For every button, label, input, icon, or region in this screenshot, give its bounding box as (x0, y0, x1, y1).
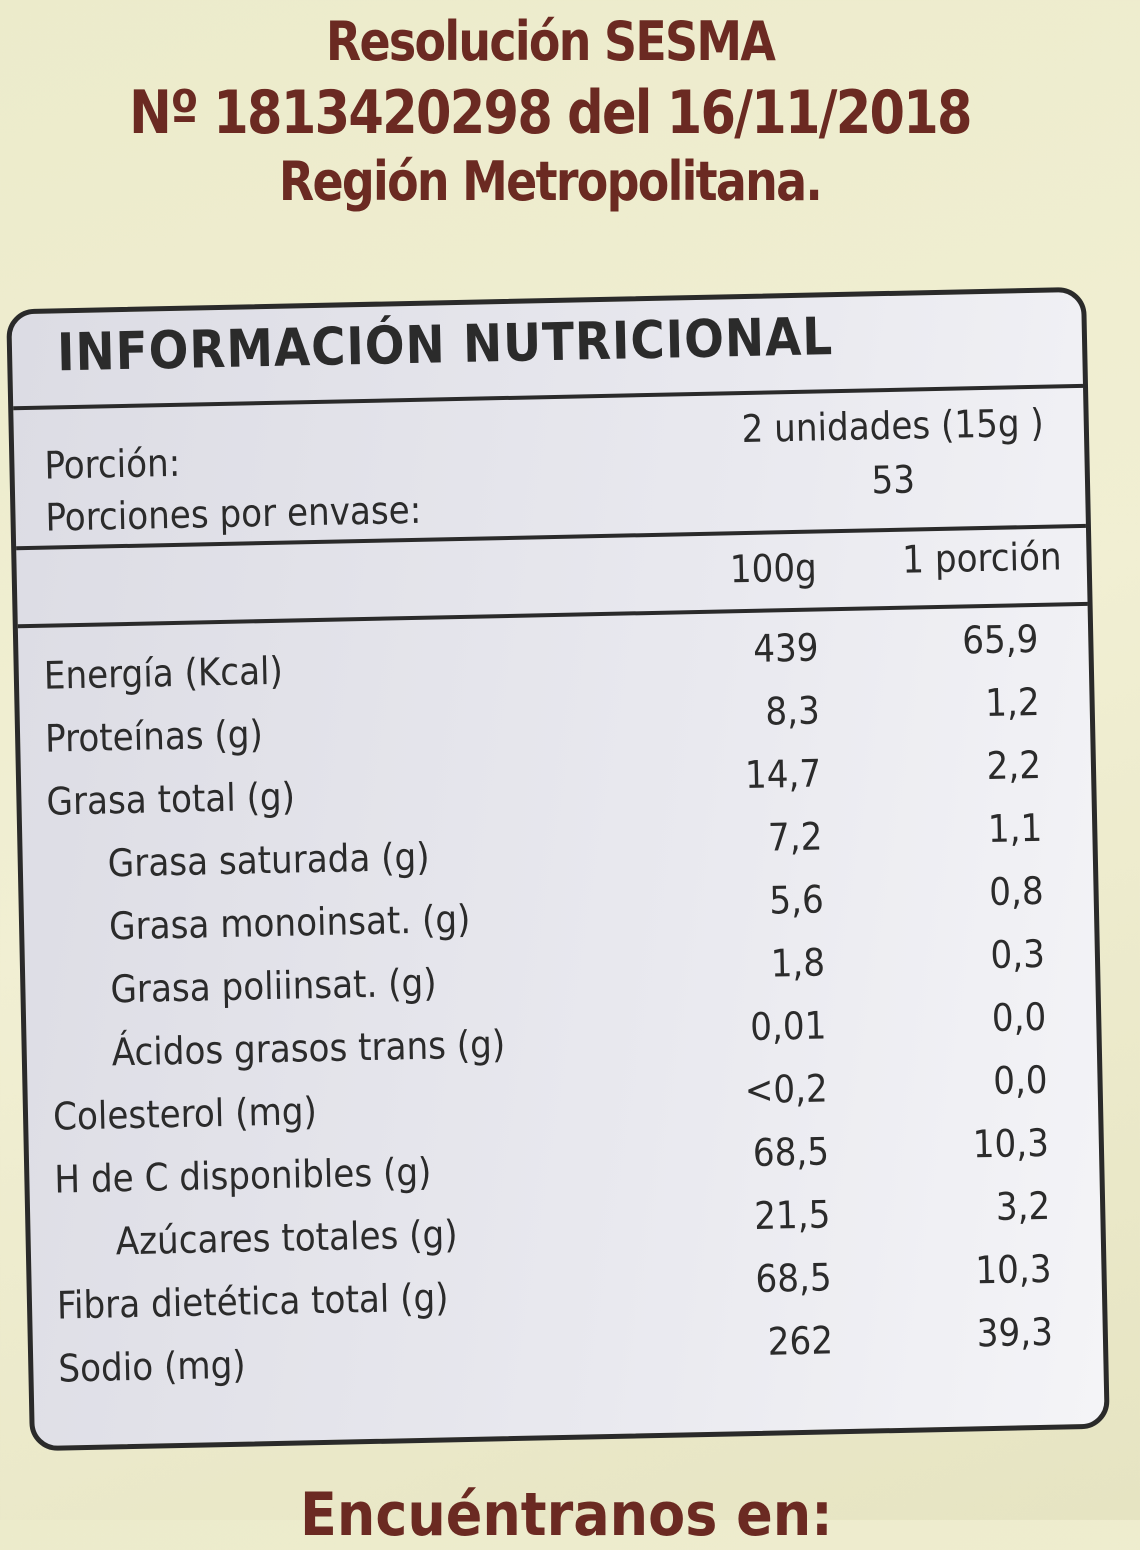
resolution-line: Resolución SESMA (325, 10, 776, 73)
nutrient-name: Proteínas (g) (44, 712, 264, 761)
nutrient-value-100g: 21,5 (753, 1192, 831, 1238)
portion-label: Porción: (43, 440, 181, 488)
nutrient-rows: Energía (Kcal) 439 65,9 Proteínas (g) 8,3 1,2… (11, 292, 1081, 1391)
nutrient-value-100g: 14,7 (744, 751, 822, 798)
nutrient-value-portion: 2,2 (986, 742, 1042, 788)
nutrient-name: Grasa total (g) (46, 774, 296, 824)
divider (17, 601, 1088, 629)
nutrient-value-portion: 0,3 (990, 931, 1046, 977)
nutrient-value-portion: 65,9 (961, 616, 1039, 663)
region-line: Región Metropolitana. (278, 150, 823, 213)
footer-text: Encuéntranos en: (300, 1480, 833, 1550)
portion-value: 2 unidades (15g ) (741, 400, 1045, 452)
nutrient-value-100g: 0,01 (749, 1003, 827, 1050)
nutrition-facts-panel: INFORMACIÓN NUTRICIONAL Porción: 2 unida… (6, 286, 1110, 1452)
nutrient-value-portion: 0,0 (991, 994, 1047, 1040)
nutrient-value-100g: 68,5 (755, 1255, 833, 1301)
column-header-100g: 100g (729, 545, 818, 592)
nutrient-value-100g: 439 (752, 625, 819, 671)
nutrient-value-100g: 8,3 (764, 688, 821, 734)
nutrient-value-100g: <0,2 (744, 1066, 829, 1113)
nutrient-name: Grasa poliinsat. (g) (109, 960, 437, 1012)
nutrient-value-100g: 7,2 (767, 814, 823, 860)
nutrient-value-100g: 1,8 (770, 940, 826, 986)
nutrient-value-100g: 68,5 (752, 1129, 830, 1175)
nutrient-name: Ácidos grasos trans (g) (111, 1022, 506, 1075)
nutrient-value-portion: 3,2 (995, 1183, 1051, 1229)
nutrient-value-100g: 262 (767, 1318, 834, 1364)
servings-value: 53 (870, 457, 916, 503)
panel-title: INFORMACIÓN NUTRICIONAL (56, 307, 834, 384)
nutrient-value-portion: 0,0 (992, 1057, 1048, 1103)
servings-label: Porciones por envase: (45, 487, 422, 540)
nutrient-value-100g: 5,6 (768, 877, 825, 923)
nutrient-name: Sodio (mg) (57, 1342, 247, 1391)
resolution-number-line: Nº 1813420298 del 16/11/2018 (129, 78, 972, 148)
nutrient-value-portion: 39,3 (976, 1309, 1054, 1356)
nutrient-value-portion: 1,1 (987, 805, 1043, 851)
nutrient-name: Fibra dietética total (g) (56, 1275, 449, 1328)
nutrient-value-portion: 1,2 (984, 679, 1041, 726)
nutrient-value-portion: 0,8 (988, 868, 1045, 914)
nutrient-name: Grasa saturada (g) (107, 834, 431, 886)
nutrient-value-portion: 10,3 (972, 1120, 1050, 1167)
nutrient-name: H de C disponibles (g) (53, 1149, 432, 1202)
nutrient-name: Grasa monoinsat. (g) (108, 896, 471, 949)
nutrient-name: Colesterol (mg) (52, 1089, 318, 1139)
nutrient-name: Energía (Kcal) (43, 648, 284, 698)
column-header-portion: 1 porción (901, 534, 1063, 582)
nutrient-name: Azúcares totales (g) (115, 1212, 459, 1264)
nutrient-value-portion: 10,3 (974, 1246, 1052, 1293)
